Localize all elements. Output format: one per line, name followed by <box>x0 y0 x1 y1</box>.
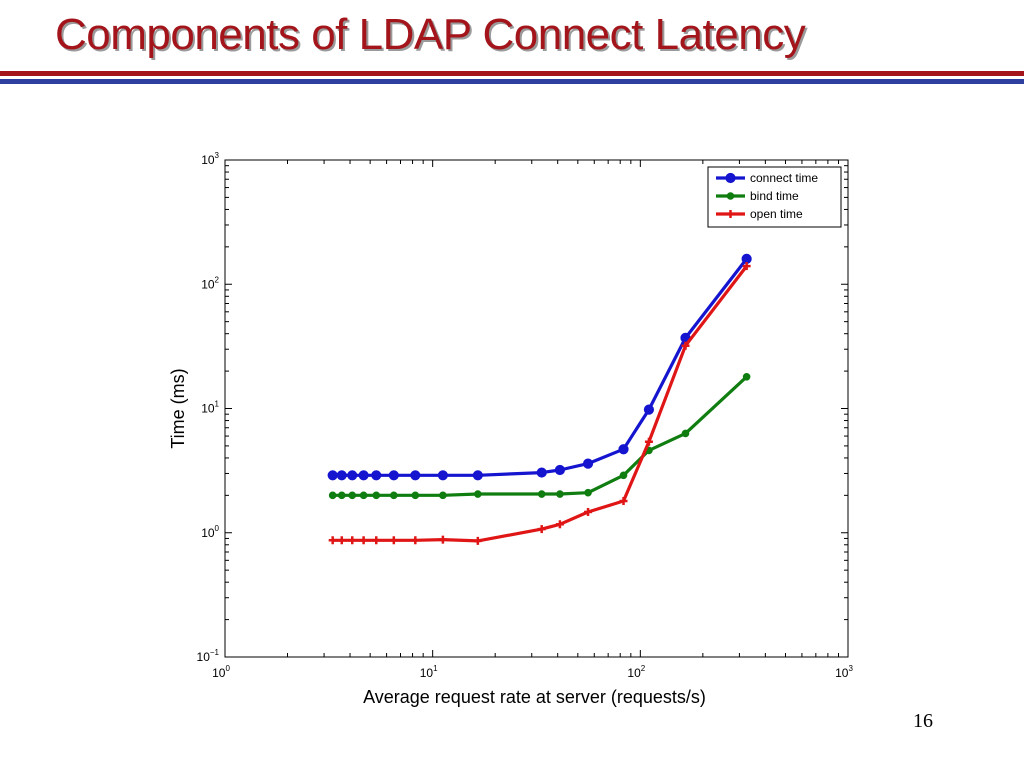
series-bind-time <box>328 372 751 500</box>
data-point-connect-time <box>643 404 655 415</box>
series-line-connect-time <box>332 257 748 477</box>
y-tick-label: 102 <box>201 275 219 291</box>
y-tick-label: 103 <box>201 151 219 167</box>
data-point-connect-time <box>582 458 594 469</box>
data-point-open-time <box>742 262 751 271</box>
data-point-bind-time <box>337 491 346 500</box>
data-point-open-time <box>411 536 420 545</box>
data-point-connect-time <box>388 470 399 481</box>
slide-title: Components of LDAP Connect Latency <box>55 10 806 59</box>
data-point-open-time <box>681 341 690 350</box>
data-point-bind-time <box>537 490 546 498</box>
data-point-bind-time <box>348 491 357 500</box>
data-point-open-time <box>348 536 357 545</box>
data-point-bind-time <box>359 491 368 500</box>
data-point-open-time <box>555 520 564 529</box>
series-open-time <box>328 262 751 545</box>
data-point-connect-time <box>336 470 347 481</box>
legend-item-open-time: open time <box>716 207 803 221</box>
data-point-connect-time <box>536 467 547 478</box>
legend-label: open time <box>750 207 803 221</box>
legend-item-bind-time: bind time <box>716 189 799 203</box>
y-tick-label: 101 <box>201 400 219 416</box>
legend-marker <box>726 210 735 218</box>
plot-frame <box>224 159 849 658</box>
x-tick-label: 101 <box>420 664 438 680</box>
data-point-bind-time <box>474 490 482 498</box>
axis-ticks <box>225 160 848 657</box>
series-line-bind-time <box>332 375 748 497</box>
data-point-connect-time <box>472 470 483 481</box>
data-point-bind-time <box>584 488 592 497</box>
title-rule-blue <box>0 79 1024 84</box>
data-point-open-time <box>537 525 546 534</box>
data-point-open-time <box>337 536 346 545</box>
data-point-open-time <box>473 536 482 545</box>
data-point-bind-time <box>556 490 564 498</box>
x-tick-label: 102 <box>627 664 645 680</box>
data-point-open-time <box>328 536 337 545</box>
data-point-open-time <box>644 437 653 446</box>
x-tick-label: 103 <box>835 664 853 680</box>
series-line-open-time <box>332 265 748 543</box>
data-point-bind-time <box>390 491 398 500</box>
legend-marker <box>725 172 736 184</box>
data-point-bind-time <box>328 491 337 500</box>
data-point-bind-time <box>742 372 751 381</box>
data-point-bind-time <box>439 491 447 500</box>
page-number: 16 <box>913 710 933 732</box>
data-point-open-time <box>619 497 628 506</box>
y-tick-label: 100 <box>201 524 219 540</box>
data-point-connect-time <box>437 470 448 481</box>
data-point-connect-time <box>347 470 358 481</box>
data-point-connect-time <box>554 464 566 476</box>
y-axis-label: Time (ms) <box>168 368 188 448</box>
data-point-open-time <box>438 535 447 544</box>
data-point-connect-time <box>327 470 338 481</box>
legend-label: connect time <box>750 171 818 185</box>
data-point-connect-time <box>410 470 421 481</box>
data-point-bind-time <box>681 429 690 438</box>
legend-label: bind time <box>750 189 799 203</box>
data-point-open-time <box>584 507 593 516</box>
legend: connect time bind time open time <box>707 166 842 228</box>
data-point-connect-time <box>618 444 629 455</box>
x-tick-label: 100 <box>212 664 230 680</box>
data-point-bind-time <box>372 491 381 500</box>
legend-item-connect-time: connect time <box>716 171 818 185</box>
title-rule-red <box>0 71 1024 76</box>
data-point-open-time <box>359 536 368 545</box>
data-point-open-time <box>372 536 381 545</box>
data-point-connect-time <box>358 470 369 481</box>
y-tick-label: 10−1 <box>197 648 220 664</box>
data-point-bind-time <box>619 471 628 480</box>
legend-marker <box>726 192 735 200</box>
x-axis-label: Average request rate at server (requests… <box>363 687 706 707</box>
data-point-bind-time <box>411 491 420 500</box>
data-point-connect-time <box>371 470 382 481</box>
series-connect-time <box>327 253 752 481</box>
data-point-open-time <box>389 536 398 545</box>
